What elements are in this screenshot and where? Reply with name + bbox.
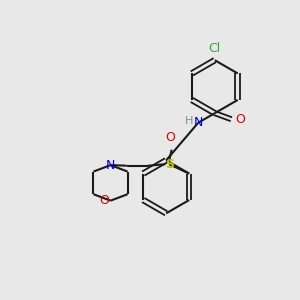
Text: O: O: [99, 194, 109, 207]
Text: O: O: [235, 113, 245, 126]
Text: O: O: [165, 131, 175, 144]
Text: S: S: [165, 158, 174, 171]
Text: Cl: Cl: [209, 42, 221, 55]
Text: N: N: [106, 159, 115, 172]
Text: H: H: [184, 116, 193, 126]
Text: N: N: [194, 116, 203, 129]
